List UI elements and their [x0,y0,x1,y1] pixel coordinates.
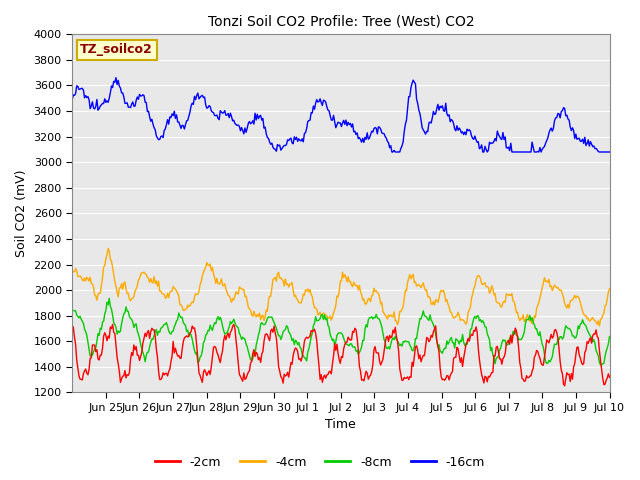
Y-axis label: Soil CO2 (mV): Soil CO2 (mV) [15,169,28,257]
X-axis label: Time: Time [326,419,356,432]
Text: TZ_soilco2: TZ_soilco2 [80,43,153,56]
Legend: -2cm, -4cm, -8cm, -16cm: -2cm, -4cm, -8cm, -16cm [150,451,490,474]
Title: Tonzi Soil CO2 Profile: Tree (West) CO2: Tonzi Soil CO2 Profile: Tree (West) CO2 [207,15,474,29]
